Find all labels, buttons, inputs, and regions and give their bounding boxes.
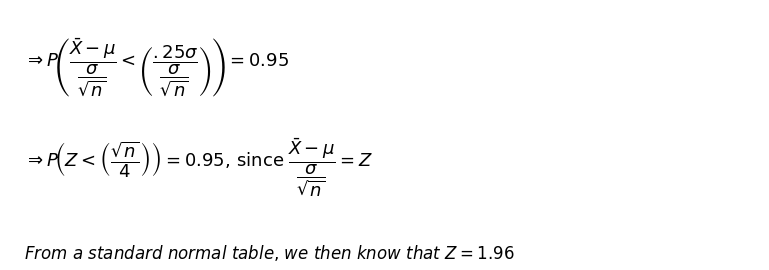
Text: $\Rightarrow P\!\left(\dfrac{\bar{X}-\mu}{\dfrac{\sigma}{\sqrt{n}}} < \left(\dfr: $\Rightarrow P\!\left(\dfrac{\bar{X}-\mu… [25, 37, 289, 99]
Text: $\Rightarrow P\!\left(Z < \left(\dfrac{\sqrt{n}}{4}\right)\right) = 0.95,\,\math: $\Rightarrow P\!\left(Z < \left(\dfrac{\… [25, 136, 373, 198]
Text: $\mathit{From\ a\ standard\ normal\ table{,}\ we\ then\ know\ that}\ Z = 1.96$: $\mathit{From\ a\ standard\ normal\ tabl… [25, 242, 515, 263]
